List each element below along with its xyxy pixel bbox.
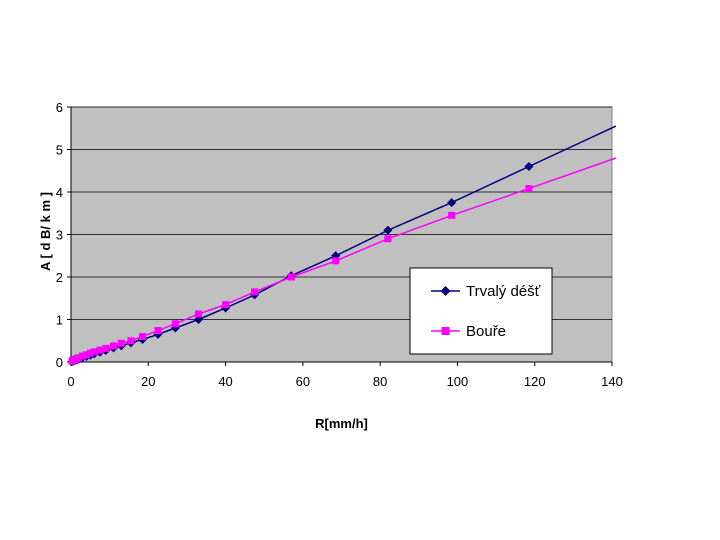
y-tick-label: 0 — [56, 355, 63, 370]
x-tick-label: 140 — [601, 374, 623, 389]
data-point-square — [384, 235, 392, 243]
legend-square-marker — [441, 327, 450, 335]
data-point-square — [154, 327, 162, 335]
x-axis-title: R[mm/h] — [315, 416, 368, 431]
x-tick-label: 100 — [447, 374, 469, 389]
data-point-square — [79, 352, 87, 360]
x-tick-labels: 0 20 40 60 80 100 120 140 — [67, 374, 622, 389]
y-tick-label: 6 — [56, 100, 63, 115]
data-point-square — [110, 342, 118, 350]
x-tick-label: 60 — [296, 374, 310, 389]
legend-label: Bouře — [466, 323, 506, 340]
data-point-square — [90, 348, 98, 356]
x-tick-label: 0 — [67, 374, 74, 389]
x-tick-label: 80 — [373, 374, 387, 389]
data-point-square — [82, 351, 90, 359]
data-point-square — [138, 333, 146, 340]
data-point-square — [96, 346, 104, 354]
legend-entry-boure: Bouře — [431, 323, 506, 340]
legend-box — [409, 267, 553, 355]
data-point-square — [525, 185, 533, 193]
data-point-square — [195, 310, 203, 318]
data-point-square — [86, 349, 94, 357]
legend-diamond-marker — [440, 286, 451, 296]
data-point-diamond — [383, 225, 393, 235]
x-tick-label: 20 — [141, 374, 155, 389]
data-point-square — [448, 211, 456, 219]
y-tick-label: 5 — [56, 143, 63, 158]
data-point-square — [117, 339, 125, 347]
data-point-square — [171, 320, 179, 328]
data-point-square — [75, 354, 83, 362]
data-point-square — [251, 288, 259, 296]
y-tick-label: 2 — [56, 270, 63, 285]
y-tick-labels: 0 1 2 3 4 5 6 — [56, 100, 63, 370]
legend-label: Trvalý déšť — [466, 283, 541, 300]
data-point-square — [332, 257, 340, 265]
axes — [67, 106, 613, 366]
data-point-diamond — [524, 162, 534, 171]
y-axis-title: A [ d B/ k m ] — [38, 192, 53, 271]
data-point-diamond — [447, 198, 457, 208]
legend: Trvalý déšť Bouře — [409, 267, 553, 355]
series-boure — [68, 157, 617, 365]
series-layer — [67, 125, 617, 367]
data-point-square — [102, 344, 110, 352]
data-point-square — [127, 337, 135, 345]
data-point-square — [287, 273, 295, 281]
x-tick-label: 40 — [218, 374, 232, 389]
y-tick-label: 3 — [56, 228, 63, 243]
y-tick-label: 1 — [56, 313, 63, 328]
legend-entry-trvaly-dest: Trvalý déšť — [431, 283, 541, 300]
y-tick-label: 4 — [56, 185, 63, 200]
data-point-square — [222, 301, 230, 309]
x-tick-label: 120 — [524, 374, 546, 389]
